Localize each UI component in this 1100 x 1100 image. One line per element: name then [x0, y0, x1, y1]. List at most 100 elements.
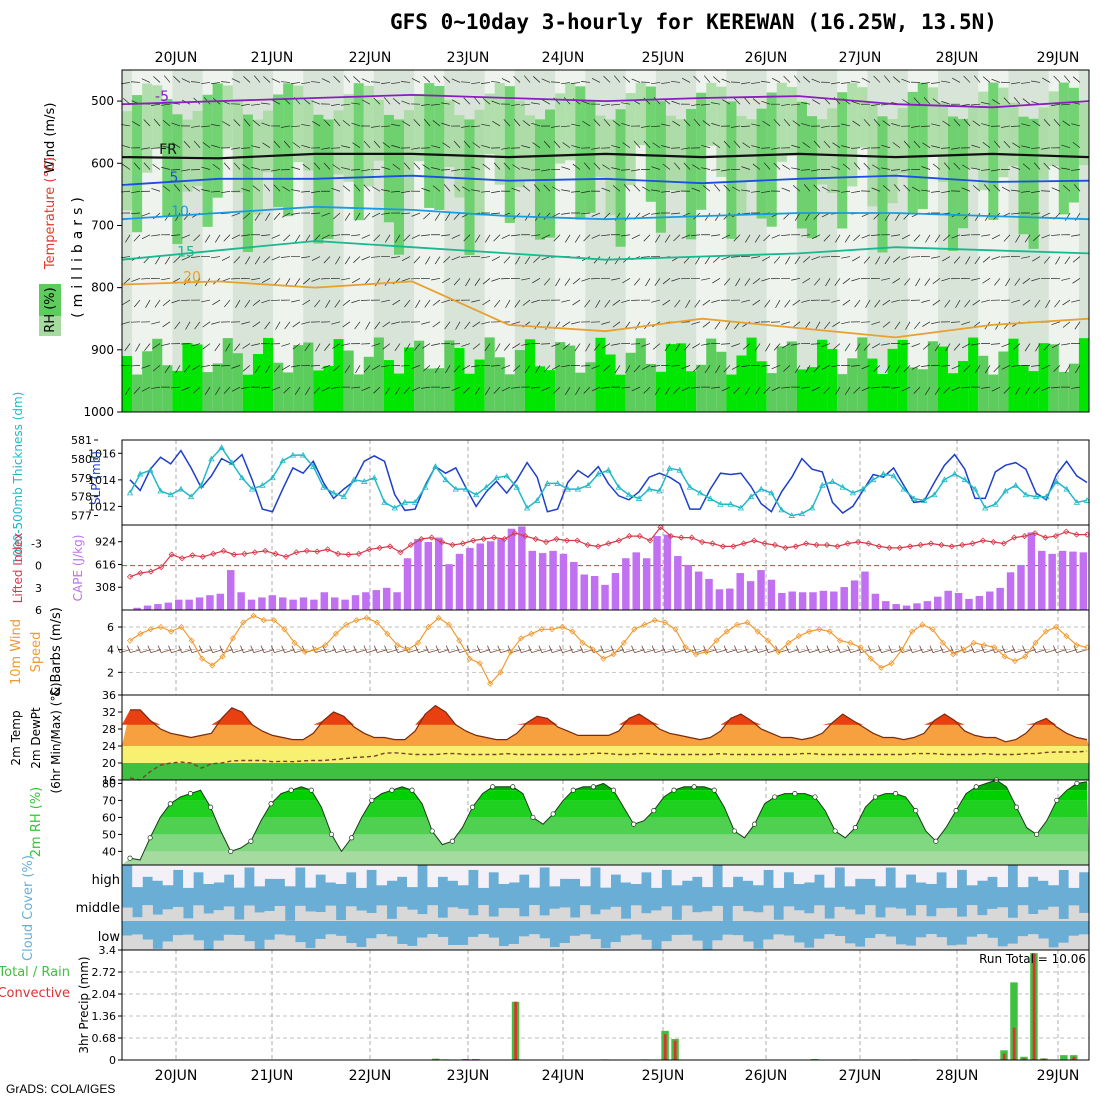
wind-barb: [961, 321, 971, 325]
cloud-cell: [956, 916, 968, 921]
wind-barb-10m: [202, 649, 213, 654]
wind-barb: [193, 234, 201, 242]
cloud-cell: [437, 865, 449, 877]
wind-barb: [771, 77, 781, 83]
wind-barb: [802, 142, 811, 149]
precip-convective-bar: [663, 1034, 667, 1060]
cloud-cell: [1078, 865, 1090, 873]
wind-barb: [121, 190, 131, 193]
rh-cell: [615, 374, 627, 412]
wind-barb: [872, 164, 881, 170]
rh-cell: [796, 369, 808, 412]
rh-cell: [1028, 371, 1040, 412]
thickness-tick-label: 579: [71, 472, 92, 485]
wind-barb-feather: [487, 645, 491, 653]
wind-barb: [852, 120, 861, 127]
wind-barb: [991, 343, 1001, 345]
wind-barb: [751, 82, 761, 84]
wind-barb: [381, 212, 391, 215]
wind-barb: [844, 386, 851, 395]
wind-barb-10m: [428, 649, 439, 654]
wind-barb: [993, 365, 1001, 373]
wind-speed-point: [487, 680, 494, 687]
wind-barb: [164, 365, 171, 373]
wind-barb: [871, 343, 881, 349]
cloud-cell: [865, 937, 876, 950]
isotherm-label: -5: [155, 89, 169, 105]
wind-barb: [353, 76, 361, 83]
wind-barb: [694, 299, 701, 308]
rh-cell: [212, 83, 224, 198]
wind-barb: [401, 256, 411, 261]
precip-convective-bar: [1042, 1058, 1046, 1060]
wind-barb: [771, 234, 781, 239]
wind-barb: [311, 81, 321, 83]
lifted-index-point: [761, 540, 768, 547]
wind-barb: [401, 190, 411, 194]
wind-barb-feather: [466, 645, 471, 653]
wind-barb: [813, 365, 821, 373]
lifted-index-point: [459, 540, 466, 547]
thickness-point: [320, 483, 327, 490]
wind-barb: [441, 386, 451, 389]
wind-barb: [163, 75, 171, 83]
wind-barb: [621, 169, 631, 171]
thickness-point: [279, 457, 286, 464]
rh-cell: [333, 110, 345, 175]
wind10m-panel: 246 10m Wind Speed & Barbs (m/s): [9, 607, 1091, 697]
lifted-index-point: [522, 533, 529, 540]
wind-barb: [323, 256, 331, 264]
wind-barb: [1041, 212, 1051, 218]
cloud-cell: [905, 865, 917, 875]
wind-barb: [292, 142, 301, 149]
wind-barb: [1022, 98, 1031, 105]
wind-barb: [754, 386, 761, 395]
wind-barb: [913, 140, 921, 148]
wind-barb: [491, 81, 501, 83]
cape-bar: [216, 593, 225, 610]
rh-cell: [827, 70, 838, 412]
wind-barb: [841, 145, 851, 149]
wind-speed-point: [1011, 657, 1019, 665]
wind-barb: [153, 76, 161, 83]
wind-barb: [661, 123, 671, 127]
cloud-cell: [162, 941, 174, 950]
precip-total-bar: [1010, 982, 1018, 1060]
rh-cell: [152, 85, 163, 149]
rh-cell: [615, 109, 627, 247]
wind-barb: [1064, 212, 1071, 221]
wind-barb-10m: [377, 649, 388, 654]
cloud-cell: [600, 865, 611, 888]
wind-barb: [692, 164, 701, 170]
wind-speed-point: [538, 626, 545, 633]
wind-speed-point: [929, 626, 936, 633]
wind-barb: [231, 277, 241, 280]
wind-barb-10m: [716, 649, 727, 654]
precip-tick-label: 0: [109, 1054, 116, 1067]
cloud-cell: [427, 865, 438, 888]
wind-barb: [1051, 187, 1061, 192]
lifted-index-point: [272, 550, 279, 557]
wind-barb: [305, 386, 311, 396]
wind-barb: [243, 118, 251, 127]
wind-barb: [832, 142, 841, 149]
wind-barb-feather: [826, 645, 831, 653]
wind-barb: [511, 234, 521, 237]
wind-barb: [691, 187, 701, 192]
wind-barb: [473, 97, 481, 105]
cloud-cell: [1048, 906, 1059, 921]
wind-barb: [285, 278, 291, 287]
cloud-cell: [1038, 938, 1049, 950]
rh-cell: [786, 341, 798, 412]
cloud-cell: [661, 906, 673, 921]
cloud-cell: [814, 938, 825, 950]
wind-barb: [761, 365, 771, 367]
wind-barb: [223, 386, 231, 394]
wind-barb: [671, 277, 681, 282]
wind-barb: [484, 234, 491, 243]
thickness-point: [635, 495, 643, 501]
wind-barb: [891, 234, 901, 237]
wind-barb: [943, 386, 951, 394]
wind-barb: [512, 164, 521, 170]
wind-barb: [451, 386, 461, 392]
